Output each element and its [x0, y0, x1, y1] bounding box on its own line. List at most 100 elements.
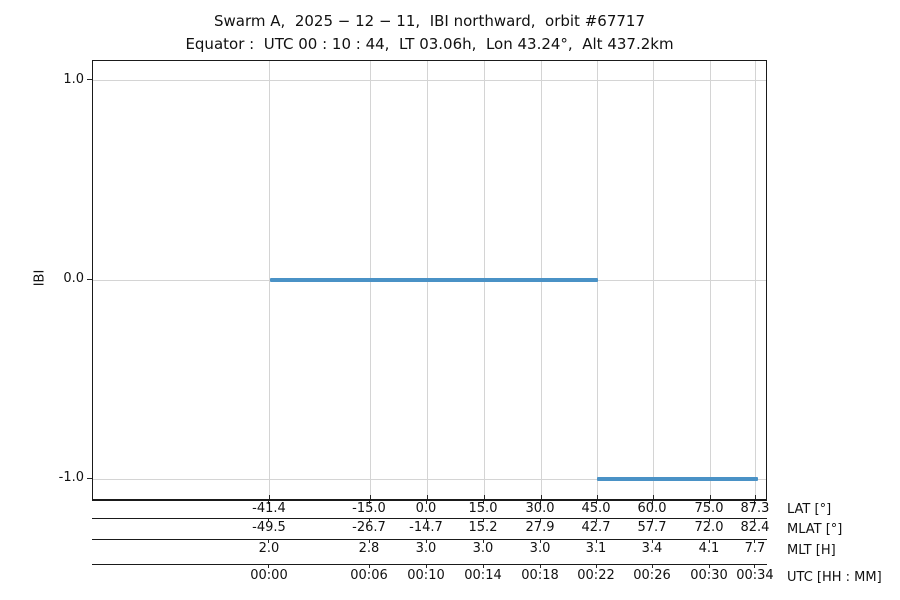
chart-title: Swarm A, 2025 − 12 − 11, IBI northward, … [214, 12, 645, 30]
x-tick [595, 565, 597, 568]
y-tick-label: 0.0 [63, 271, 84, 286]
x-tick [425, 501, 427, 504]
x-tick-label: 42.7 [581, 520, 611, 535]
x-tick [482, 519, 484, 522]
x-tick-label: 00:26 [633, 568, 671, 583]
grid-vline [755, 61, 757, 499]
x-tick [708, 565, 710, 568]
x-tick [268, 565, 270, 568]
axis-row-line [92, 518, 767, 519]
x-tick-label: 57.7 [637, 520, 667, 535]
x-tick-label: -49.5 [252, 520, 286, 535]
x-tick-label: 00:06 [350, 568, 388, 583]
x-tick [268, 519, 270, 522]
x-tick [708, 501, 710, 504]
y-tick [87, 278, 92, 280]
x-tick [482, 565, 484, 568]
x-tick [708, 519, 710, 522]
x-tick [708, 539, 710, 543]
x-tick-inner [540, 495, 542, 499]
x-tick-label: -14.7 [409, 520, 443, 535]
y-tick [87, 477, 92, 479]
x-tick [754, 501, 756, 504]
x-tick-label: 15.2 [468, 520, 498, 535]
x-tick-label: 72.0 [694, 520, 724, 535]
x-tick [368, 519, 370, 522]
axis-row-line [92, 538, 767, 540]
axis-row-name: LAT [°] [787, 502, 832, 517]
axis-row-name: MLAT [°] [787, 522, 843, 537]
x-tick [651, 565, 653, 568]
x-tick-label: 00:18 [521, 568, 559, 583]
x-tick-label: 00:00 [250, 568, 288, 583]
x-tick [482, 501, 484, 504]
x-tick-label: 00:14 [464, 568, 502, 583]
grid-hline [93, 478, 766, 480]
x-tick-label: 27.9 [525, 520, 555, 535]
grid-hline [93, 80, 766, 82]
axis-row-name: UTC [HH : MM] [787, 570, 882, 585]
x-tick-label: 4.1 [698, 541, 720, 556]
x-tick-label: 3.0 [472, 541, 494, 556]
x-tick [754, 539, 756, 543]
x-tick-label: 75.0 [694, 500, 724, 516]
x-tick [368, 565, 370, 568]
grid-vline [652, 61, 654, 499]
x-tick [595, 539, 597, 543]
x-tick-label: 00:22 [577, 568, 615, 583]
x-tick [754, 519, 756, 522]
x-tick-label: -41.4 [252, 500, 286, 516]
axis-row-line [92, 500, 767, 501]
axis-row-line [92, 564, 767, 565]
x-tick [425, 519, 427, 522]
x-tick-inner [426, 495, 428, 499]
ibi-segment [597, 477, 758, 482]
x-tick [425, 565, 427, 568]
x-tick-label: 0.0 [415, 500, 437, 516]
grid-vline [709, 61, 711, 499]
x-tick-inner [652, 495, 654, 499]
x-tick-label: 3.0 [415, 541, 437, 556]
x-tick-inner [269, 495, 271, 499]
axis-row-name: MLT [H] [787, 543, 836, 558]
x-tick-inner [755, 495, 757, 499]
x-tick [595, 519, 597, 522]
x-tick [268, 501, 270, 504]
x-tick [539, 501, 541, 504]
x-tick-label: 3.1 [585, 541, 607, 556]
x-tick [539, 539, 541, 543]
x-tick-label: 00:30 [690, 568, 728, 583]
x-tick-label: 15.0 [468, 500, 498, 516]
x-tick-inner [483, 495, 485, 499]
chart-subtitle: Equator : UTC 00 : 10 : 44, LT 03.06h, L… [185, 35, 674, 53]
x-tick-inner [369, 495, 371, 499]
x-tick-label: 00:10 [407, 568, 445, 583]
x-tick [539, 519, 541, 522]
x-tick-inner [596, 495, 598, 499]
x-tick-label: -15.0 [352, 500, 386, 516]
x-tick-inner [709, 495, 711, 499]
x-tick-label: 87.3 [740, 500, 770, 516]
x-tick-label: 00:34 [736, 568, 774, 583]
x-tick-label: 60.0 [637, 500, 667, 516]
x-tick [425, 539, 427, 543]
x-tick [651, 539, 653, 543]
x-tick-label: -26.7 [352, 520, 386, 535]
x-tick [754, 565, 756, 568]
x-tick-label: 2.0 [258, 541, 280, 556]
x-tick [539, 565, 541, 568]
x-tick [368, 501, 370, 504]
x-tick [651, 501, 653, 504]
y-tick [87, 79, 92, 81]
ibi-segment [269, 278, 598, 282]
x-tick-label: 3.0 [529, 541, 551, 556]
x-tick-label: 30.0 [525, 500, 555, 516]
y-tick-label: 1.0 [63, 71, 84, 87]
x-tick [368, 539, 370, 543]
y-tick-label: -1.0 [58, 470, 84, 486]
x-tick-label: 45.0 [581, 500, 611, 516]
x-tick-label: 82.4 [740, 520, 770, 535]
x-tick-label: 2.8 [358, 541, 380, 556]
plot-area [92, 60, 767, 500]
